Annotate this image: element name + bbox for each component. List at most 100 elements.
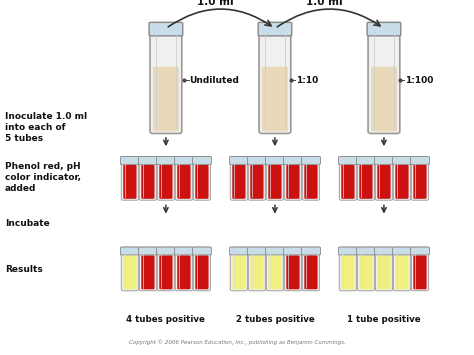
FancyBboxPatch shape	[377, 165, 391, 199]
Text: Results: Results	[5, 265, 43, 274]
Text: 1.0 ml: 1.0 ml	[197, 0, 234, 7]
Text: 1 tube positive: 1 tube positive	[347, 315, 421, 324]
FancyBboxPatch shape	[377, 255, 391, 289]
FancyBboxPatch shape	[192, 157, 211, 164]
FancyBboxPatch shape	[341, 255, 355, 289]
FancyBboxPatch shape	[356, 157, 375, 164]
FancyBboxPatch shape	[177, 255, 191, 289]
FancyBboxPatch shape	[283, 247, 302, 255]
FancyBboxPatch shape	[156, 247, 175, 255]
FancyBboxPatch shape	[411, 157, 428, 200]
FancyBboxPatch shape	[359, 255, 373, 289]
Text: Incubate: Incubate	[5, 219, 49, 228]
Text: Phenol red, pH
color indicator,
added: Phenol red, pH color indicator, added	[5, 162, 81, 193]
FancyBboxPatch shape	[392, 247, 411, 255]
FancyBboxPatch shape	[413, 165, 427, 199]
FancyBboxPatch shape	[121, 157, 138, 200]
FancyBboxPatch shape	[149, 22, 182, 36]
FancyBboxPatch shape	[302, 247, 319, 291]
FancyBboxPatch shape	[159, 255, 173, 289]
FancyBboxPatch shape	[139, 157, 156, 200]
FancyBboxPatch shape	[265, 157, 284, 164]
FancyBboxPatch shape	[230, 247, 247, 291]
FancyBboxPatch shape	[120, 247, 139, 255]
Text: Undiluted: Undiluted	[190, 76, 239, 85]
FancyBboxPatch shape	[375, 247, 392, 291]
FancyBboxPatch shape	[159, 165, 173, 199]
FancyBboxPatch shape	[138, 247, 157, 255]
FancyBboxPatch shape	[339, 157, 356, 200]
FancyBboxPatch shape	[338, 157, 357, 164]
Text: Inoculate 1.0 ml
into each of
5 tubes: Inoculate 1.0 ml into each of 5 tubes	[5, 112, 87, 143]
Text: 1.0 ml: 1.0 ml	[306, 0, 343, 7]
FancyBboxPatch shape	[157, 247, 174, 291]
FancyBboxPatch shape	[250, 255, 264, 289]
FancyBboxPatch shape	[123, 165, 137, 199]
FancyBboxPatch shape	[121, 247, 138, 291]
FancyBboxPatch shape	[301, 157, 320, 164]
FancyBboxPatch shape	[174, 157, 193, 164]
FancyBboxPatch shape	[338, 247, 357, 255]
FancyBboxPatch shape	[153, 67, 179, 131]
FancyBboxPatch shape	[393, 157, 410, 200]
FancyBboxPatch shape	[150, 23, 182, 133]
FancyBboxPatch shape	[232, 165, 246, 199]
FancyBboxPatch shape	[266, 247, 283, 291]
FancyBboxPatch shape	[141, 255, 155, 289]
FancyBboxPatch shape	[410, 247, 429, 255]
FancyBboxPatch shape	[156, 157, 175, 164]
FancyBboxPatch shape	[357, 247, 374, 291]
FancyBboxPatch shape	[266, 157, 283, 200]
FancyBboxPatch shape	[248, 247, 265, 291]
FancyBboxPatch shape	[283, 157, 302, 164]
FancyBboxPatch shape	[339, 247, 356, 291]
Text: Copyright © 2006 Pearson Education, Inc., publishing as Benjamin Cummings.: Copyright © 2006 Pearson Education, Inc.…	[128, 340, 346, 345]
FancyBboxPatch shape	[195, 255, 209, 289]
FancyBboxPatch shape	[375, 157, 392, 200]
FancyBboxPatch shape	[193, 157, 210, 200]
FancyBboxPatch shape	[174, 247, 193, 255]
FancyBboxPatch shape	[284, 157, 301, 200]
FancyBboxPatch shape	[265, 247, 284, 255]
FancyBboxPatch shape	[247, 157, 266, 164]
Text: 1:100: 1:100	[405, 76, 434, 85]
FancyBboxPatch shape	[177, 165, 191, 199]
FancyBboxPatch shape	[229, 247, 248, 255]
FancyBboxPatch shape	[123, 255, 137, 289]
FancyBboxPatch shape	[395, 255, 409, 289]
FancyBboxPatch shape	[259, 23, 291, 133]
FancyBboxPatch shape	[141, 165, 155, 199]
FancyBboxPatch shape	[357, 157, 374, 200]
FancyBboxPatch shape	[175, 247, 192, 291]
FancyBboxPatch shape	[374, 247, 393, 255]
FancyBboxPatch shape	[393, 247, 410, 291]
Text: 1:10: 1:10	[296, 76, 319, 85]
FancyBboxPatch shape	[356, 247, 375, 255]
FancyBboxPatch shape	[175, 157, 192, 200]
FancyBboxPatch shape	[258, 22, 292, 36]
FancyBboxPatch shape	[341, 165, 355, 199]
FancyBboxPatch shape	[262, 67, 288, 131]
FancyBboxPatch shape	[284, 247, 301, 291]
FancyBboxPatch shape	[374, 157, 393, 164]
FancyBboxPatch shape	[411, 247, 428, 291]
FancyBboxPatch shape	[138, 157, 157, 164]
Text: 4 tubes positive: 4 tubes positive	[127, 315, 205, 324]
FancyBboxPatch shape	[248, 157, 265, 200]
FancyBboxPatch shape	[304, 165, 318, 199]
FancyBboxPatch shape	[368, 23, 400, 133]
FancyBboxPatch shape	[229, 157, 248, 164]
FancyBboxPatch shape	[193, 247, 210, 291]
FancyBboxPatch shape	[367, 22, 401, 36]
FancyBboxPatch shape	[195, 165, 209, 199]
FancyBboxPatch shape	[232, 255, 246, 289]
Text: 2 tubes positive: 2 tubes positive	[236, 315, 314, 324]
FancyBboxPatch shape	[413, 255, 427, 289]
FancyBboxPatch shape	[250, 165, 264, 199]
FancyBboxPatch shape	[268, 165, 282, 199]
FancyBboxPatch shape	[286, 165, 300, 199]
FancyBboxPatch shape	[139, 247, 156, 291]
FancyBboxPatch shape	[247, 247, 266, 255]
FancyBboxPatch shape	[286, 255, 300, 289]
FancyBboxPatch shape	[268, 255, 282, 289]
